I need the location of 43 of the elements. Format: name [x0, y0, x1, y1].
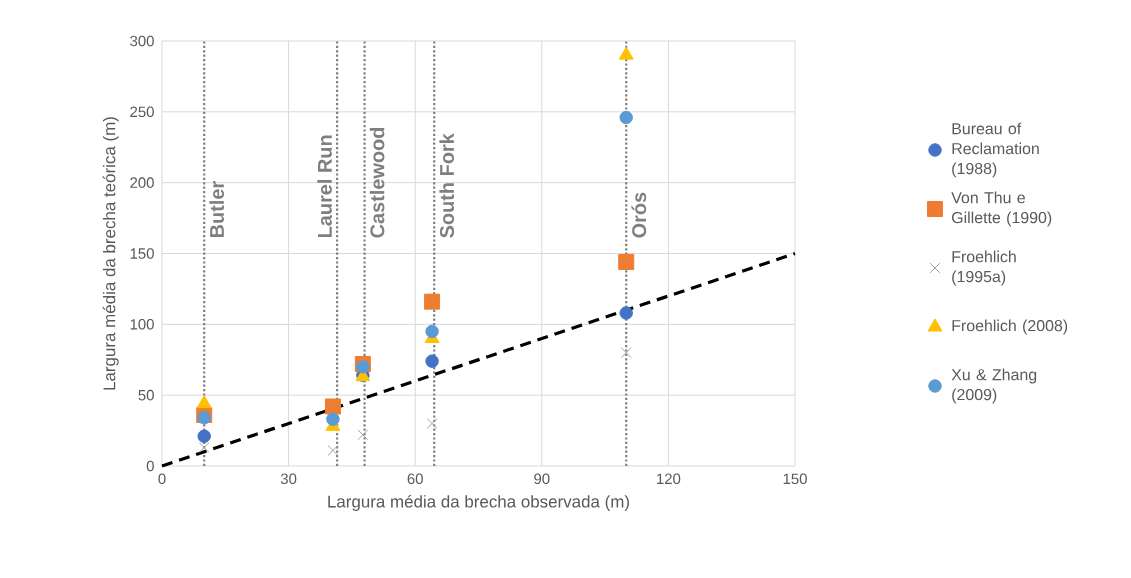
y-tick-label: 300: [130, 35, 154, 47]
point: [356, 360, 370, 374]
point: [425, 354, 439, 368]
legend-label: Bureau of Reclamation (1988): [952, 122, 1039, 178]
y-tick-label: 250: [130, 106, 154, 118]
legend-label: Froehlich (1995a): [952, 250, 1016, 286]
point: [618, 46, 634, 60]
x-tick-label: 90: [534, 473, 550, 485]
ref-line-label: South Fork: [439, 133, 455, 238]
y-tick-label: 0: [146, 460, 154, 472]
ref-line-label: Orós: [631, 192, 647, 238]
y-tick-label: 100: [130, 319, 154, 330]
x-tick-label: 150: [783, 473, 807, 485]
y-tick-label: 200: [130, 177, 154, 188]
ref-line-label: Butler: [209, 181, 225, 238]
point: [618, 254, 635, 270]
point: [620, 347, 632, 359]
point: [197, 411, 211, 425]
x-tick-label: 120: [657, 473, 681, 485]
point: [619, 110, 633, 125]
x-tick-label: 60: [407, 473, 423, 485]
x-axis-title: Largura média da brecha observada (m): [328, 494, 629, 511]
point: [327, 444, 339, 456]
point: [425, 324, 439, 339]
x-tick-label: 30: [280, 473, 297, 485]
point: [357, 429, 369, 441]
ref-line-label: Castlewood: [369, 127, 385, 238]
y-tick-label: 150: [130, 248, 154, 259]
point: [196, 395, 212, 409]
legend-label: Xu & Zhang (2009): [951, 368, 1037, 404]
point: [326, 412, 340, 426]
point: [619, 306, 633, 320]
legend-label: Froehlich (2008): [952, 319, 1068, 335]
point: [424, 293, 441, 310]
point: [324, 398, 341, 415]
y-tick-label: 50: [138, 389, 154, 401]
x-tick-label: 0: [158, 473, 166, 485]
y-axis-title: Largura média da brecha teórica (m): [102, 117, 119, 390]
point: [426, 418, 438, 429]
point: [198, 442, 210, 454]
point: [197, 429, 211, 443]
legend-label: Von Thu e Gillette (1990): [951, 191, 1052, 227]
ref-line-label: Laurel Run: [317, 135, 332, 238]
